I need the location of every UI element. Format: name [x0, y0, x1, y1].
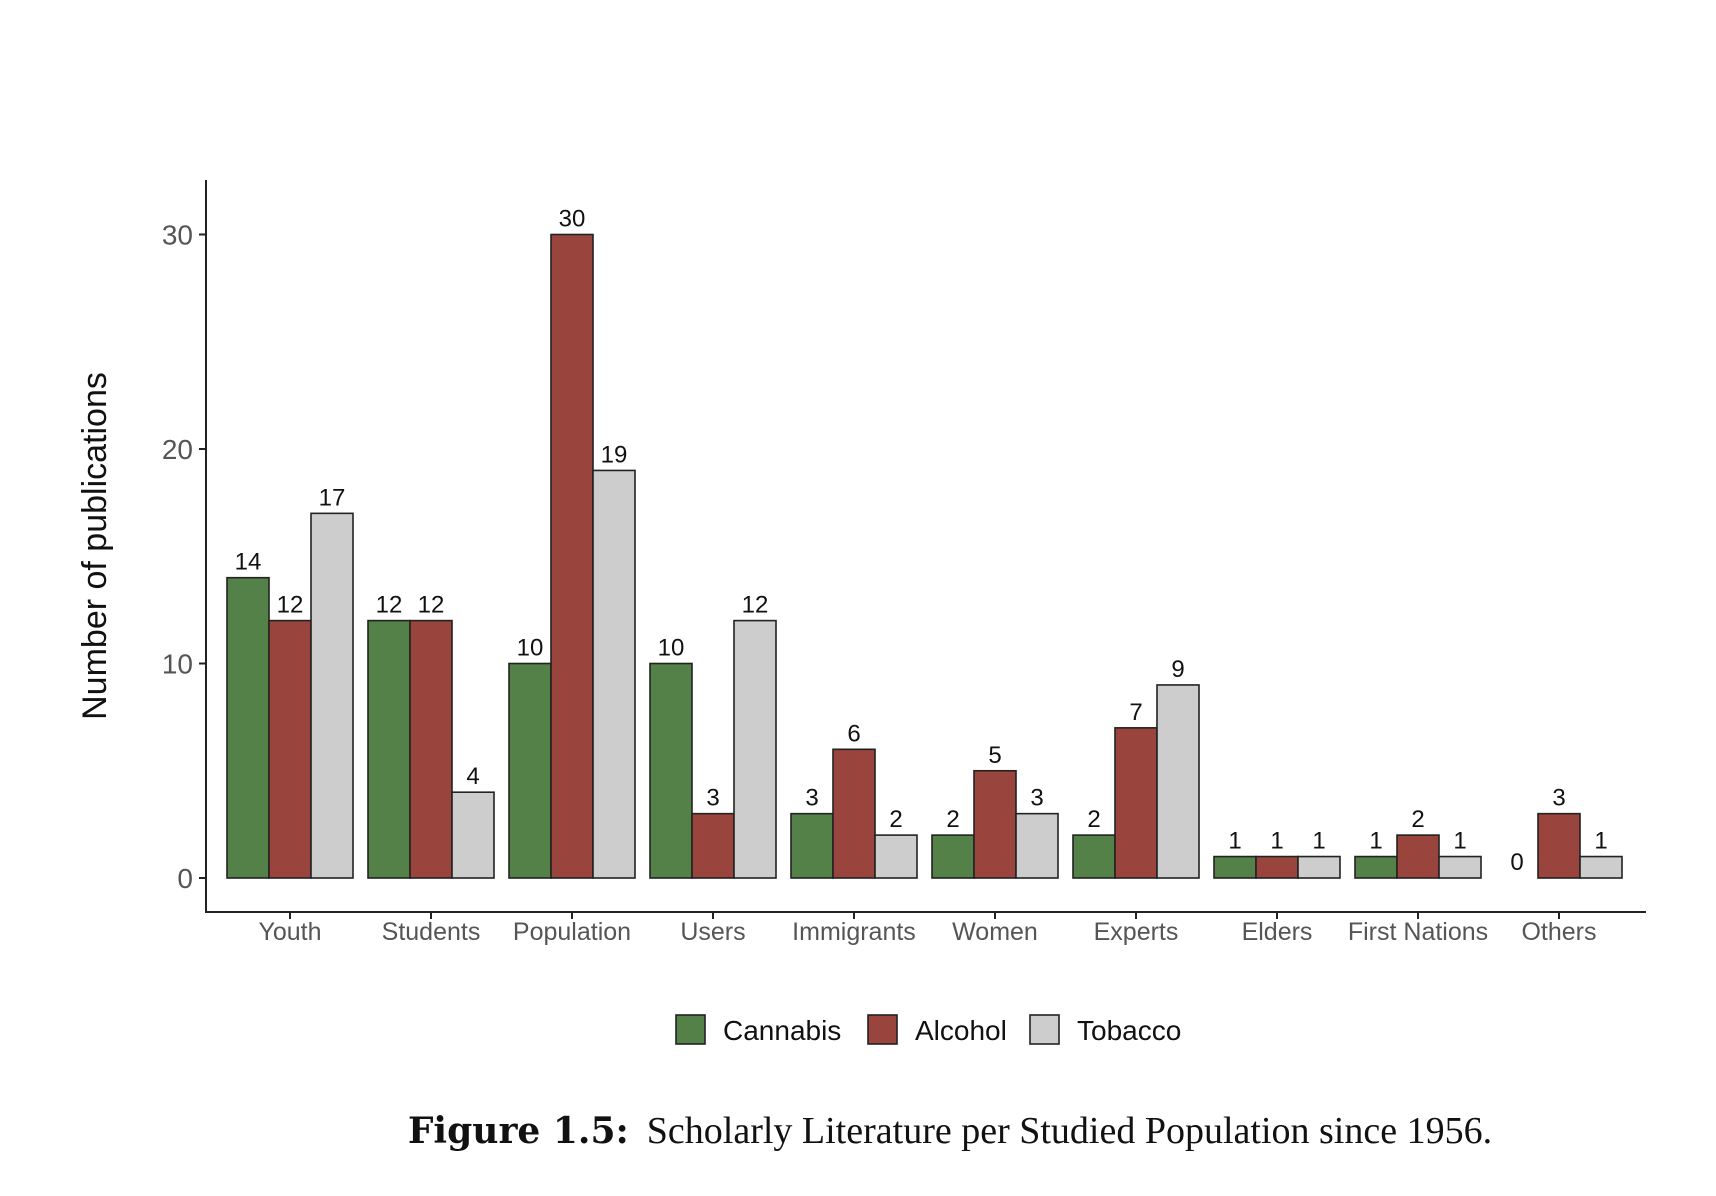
x-tick-label-others: Others [1521, 918, 1596, 946]
x-tick-label-women: Women [952, 918, 1038, 946]
bar-experts-cannabis [1072, 834, 1116, 879]
legend-label-tobacco: Tobacco [1077, 1015, 1181, 1046]
bar-students-tobacco [451, 791, 495, 879]
bar-users-alcohol [691, 812, 735, 879]
data-label-youth-cannabis: 14 [235, 549, 262, 576]
y-tick-label-20: 20 [162, 434, 193, 465]
x-tick-label-population: Population [513, 918, 631, 946]
data-label-students-tobacco: 4 [466, 763, 479, 790]
bar-immigrants-tobacco [874, 834, 918, 879]
data-label-elders-tobacco: 1 [1312, 828, 1325, 855]
x-tick-label-first-nations: First Nations [1348, 918, 1488, 946]
y-tick-label-0: 0 [177, 863, 193, 894]
bar-experts-tobacco [1156, 684, 1200, 879]
legend-label-alcohol: Alcohol [915, 1015, 1007, 1046]
bar-others-tobacco [1579, 855, 1623, 879]
x-tick-label-elders: Elders [1242, 918, 1313, 946]
data-label-users-alcohol: 3 [706, 785, 719, 812]
data-label-population-cannabis: 10 [517, 635, 544, 662]
bar-elders-alcohol [1255, 855, 1299, 879]
data-label-population-alcohol: 30 [559, 206, 586, 233]
data-label-first-nations-cannabis: 1 [1369, 828, 1382, 855]
bar-first-nations-alcohol [1396, 834, 1440, 879]
bar-elders-cannabis [1213, 855, 1257, 879]
bar-women-alcohol [973, 769, 1017, 879]
figure-caption: Figure 1.5: Scholarly Literature per Stu… [408, 1110, 1492, 1152]
x-tick-label-youth: Youth [258, 918, 321, 946]
y-tick-label-30: 30 [162, 220, 193, 251]
bar-elders-tobacco [1297, 855, 1341, 879]
data-label-women-alcohol: 5 [988, 742, 1001, 769]
data-label-women-tobacco: 3 [1030, 785, 1043, 812]
bar-women-tobacco [1015, 812, 1059, 879]
data-label-experts-alcohol: 7 [1129, 699, 1142, 726]
caption-text: Scholarly Literature per Studied Populat… [647, 1110, 1492, 1152]
data-label-others-tobacco: 1 [1594, 828, 1607, 855]
data-label-first-nations-tobacco: 1 [1453, 828, 1466, 855]
data-label-youth-tobacco: 17 [319, 484, 346, 511]
bar-users-tobacco [733, 619, 777, 879]
x-tick-label-users: Users [680, 918, 745, 946]
data-label-others-cannabis: 0 [1510, 849, 1523, 876]
bar-first-nations-cannabis [1354, 855, 1398, 879]
bars [226, 233, 1623, 879]
bar-experts-alcohol [1114, 727, 1158, 879]
data-label-students-cannabis: 12 [376, 592, 403, 619]
x-ticks: Youth Students Population Users Immigrants Wo… [258, 912, 1597, 946]
legend-swatch-cannabis [675, 1014, 706, 1045]
legend-label-cannabis: Cannabis [723, 1015, 841, 1046]
bar-women-cannabis [931, 834, 975, 879]
x-tick-label-students: Students [382, 918, 481, 946]
data-label-experts-cannabis: 2 [1087, 806, 1100, 833]
legend-swatch-alcohol [867, 1014, 898, 1045]
bar-immigrants-cannabis [790, 812, 834, 879]
bar-population-alcohol [550, 233, 594, 879]
data-label-immigrants-cannabis: 3 [805, 785, 818, 812]
bar-first-nations-tobacco [1438, 855, 1482, 879]
bar-students-cannabis [367, 619, 411, 879]
bar-population-tobacco [592, 469, 636, 879]
bar-users-cannabis [649, 662, 693, 879]
x-tick-label-experts: Experts [1094, 918, 1179, 946]
y-ticks: 0 10 20 30 [162, 220, 206, 894]
data-label-elders-cannabis: 1 [1228, 828, 1241, 855]
data-label-first-nations-alcohol: 2 [1411, 806, 1424, 833]
data-label-women-cannabis: 2 [946, 806, 959, 833]
caption-label: Figure 1.5: [408, 1110, 629, 1152]
bar-others-alcohol [1537, 812, 1581, 879]
data-label-immigrants-tobacco: 2 [889, 806, 902, 833]
data-label-others-alcohol: 3 [1552, 785, 1565, 812]
data-label-students-alcohol: 12 [418, 592, 445, 619]
legend-swatch-tobacco [1029, 1014, 1060, 1045]
data-label-population-tobacco: 19 [601, 441, 628, 468]
y-tick-label-10: 10 [162, 649, 193, 680]
data-label-users-tobacco: 12 [742, 592, 769, 619]
bar-students-alcohol [409, 619, 453, 879]
data-label-users-cannabis: 10 [658, 635, 685, 662]
y-axis-label: Number of publications [76, 372, 114, 720]
x-tick-label-immigrants: Immigrants [792, 918, 916, 946]
bar-population-cannabis [508, 662, 552, 879]
data-label-immigrants-alcohol: 6 [847, 720, 860, 747]
data-label-youth-alcohol: 12 [277, 592, 304, 619]
data-label-elders-alcohol: 1 [1270, 828, 1283, 855]
data-label-experts-tobacco: 9 [1171, 656, 1184, 683]
axes [205, 180, 1646, 913]
bar-youth-cannabis [226, 576, 270, 879]
bar-youth-tobacco [310, 512, 354, 879]
legend: Cannabis Alcohol Tobacco [675, 1014, 1181, 1046]
bar-youth-alcohol [268, 619, 312, 879]
bar-immigrants-alcohol [832, 748, 876, 879]
